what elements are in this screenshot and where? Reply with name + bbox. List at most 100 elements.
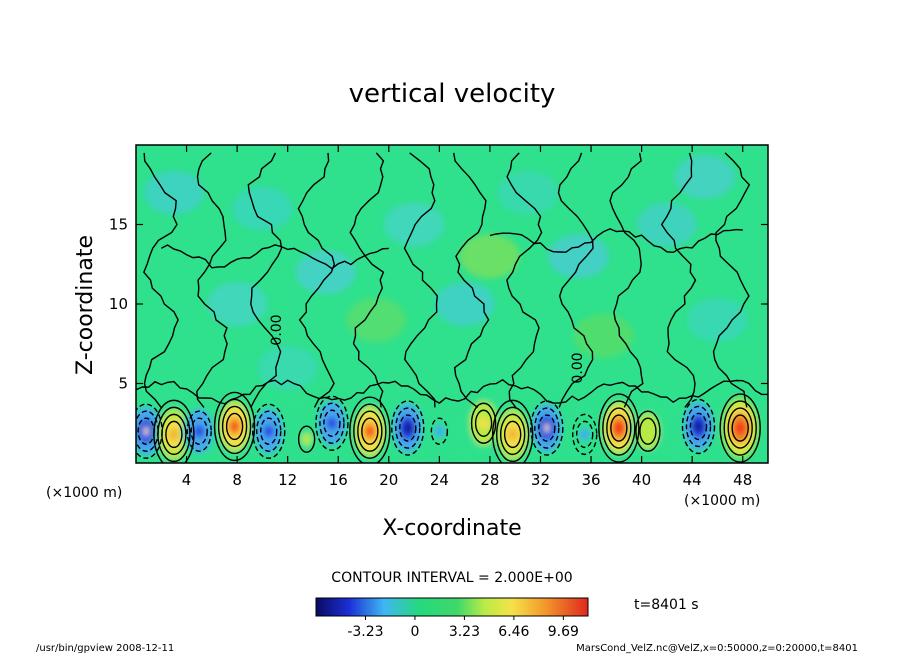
- zero-contour-5: [403, 152, 439, 408]
- heatmap-field: [136, 154, 759, 463]
- contour-1-1: [165, 420, 183, 449]
- contour-5-1: [297, 425, 316, 453]
- contour-15-2: [635, 410, 661, 452]
- cell-8-layer-0: [402, 422, 413, 435]
- cell-16-layer-0: [693, 420, 704, 433]
- field-patch-9: [346, 297, 407, 342]
- contour-12-3: [530, 400, 564, 456]
- chart-title: vertical velocity: [349, 79, 556, 109]
- contour-12-2: [534, 407, 560, 449]
- x-tick-label: 28: [480, 471, 499, 489]
- contour-4-2: [256, 410, 282, 452]
- cell-10-layer-0: [478, 417, 489, 430]
- y-tick-label: 5: [118, 375, 128, 393]
- zero-contour-11: [712, 152, 751, 408]
- contour-17-4: [719, 393, 761, 463]
- contour-3-2: [221, 405, 248, 448]
- contour-label-2: 0.00: [570, 352, 586, 383]
- contour-14-4: [598, 393, 640, 463]
- colorbar-ticks: -3.23 0 3.23 6.46 9.69: [347, 616, 579, 640]
- contour-6-2: [319, 402, 345, 444]
- field-patch-5: [497, 170, 558, 215]
- colorbar-tick-label: 0: [410, 624, 419, 640]
- contour-13-1: [576, 420, 594, 449]
- contour-4-1: [260, 417, 278, 445]
- contour-7-2: [357, 410, 383, 452]
- colorbar-tick-label: 9.69: [548, 624, 579, 640]
- zero-contour-8: [557, 152, 594, 408]
- zero-contour-7: [506, 152, 543, 408]
- contour-9-1: [430, 417, 449, 445]
- contour-11-1: [503, 420, 522, 449]
- contour-10-2: [470, 402, 497, 444]
- contour-17-2: [727, 407, 753, 449]
- x-tick-label: 24: [430, 471, 449, 489]
- x-tick-label: 32: [531, 471, 550, 489]
- x-tick-label: 40: [632, 471, 651, 489]
- contour-11-2: [499, 413, 526, 456]
- contour-8-1: [399, 414, 417, 442]
- contour-11-3: [495, 406, 530, 463]
- band-contour-0: [136, 378, 768, 405]
- y-axis-ticks: 5 10 15: [109, 216, 768, 393]
- contour-15-1: [639, 417, 657, 445]
- colorbar: [315, 597, 589, 617]
- zero-contour-0: [142, 152, 179, 408]
- contour-14-2: [606, 407, 632, 449]
- field-patch-13: [674, 154, 735, 199]
- contour-8-3: [391, 400, 425, 456]
- x-unit-left: (×1000 m): [46, 485, 122, 501]
- colorbar-tick-label: 6.46: [498, 624, 529, 640]
- contour-17-3: [723, 400, 757, 456]
- x-unit-right: (×1000 m): [684, 493, 760, 509]
- x-tick-label: 36: [581, 471, 600, 489]
- y-tick-label: 15: [109, 216, 128, 234]
- x-axis-ticks: 4 8 12 16 20 24 28 32 36 40 44 48: [182, 145, 752, 489]
- field-patch-8: [687, 297, 748, 342]
- cell-13-layer-0: [579, 428, 590, 441]
- contour-3-3: [217, 398, 252, 455]
- contour-label-1: 0.00: [269, 314, 285, 345]
- contour-2-1: [190, 417, 208, 445]
- contour-11-4: [491, 399, 534, 463]
- cell-core-3: [231, 421, 238, 432]
- contour-6-3: [315, 395, 349, 451]
- cell-6-layer-0: [326, 417, 337, 430]
- contour-3-4: [213, 391, 256, 462]
- x-tick-label: 12: [278, 471, 297, 489]
- cell-core-0: [144, 426, 149, 437]
- field-patch-3: [384, 202, 445, 247]
- time-label: t=8401 s: [634, 597, 699, 613]
- contour-lines: [136, 152, 768, 463]
- contour-12-1: [538, 414, 556, 442]
- contour-6-1: [323, 409, 341, 437]
- footer-right: MarsCond_VelZ.nc@VelZ,x=0:50000,z=0:2000…: [576, 643, 858, 654]
- zero-contour-4: [349, 152, 385, 408]
- contour-3-1: [225, 412, 244, 441]
- zero-contour-1: [196, 152, 228, 408]
- band-contour-2: [489, 228, 743, 254]
- cell-9-layer-0: [434, 425, 445, 438]
- zero-contour-9: [609, 152, 644, 408]
- field-patch-2: [295, 250, 356, 295]
- y-axis-label: Z-coordinate: [73, 235, 98, 375]
- footer-left: /usr/bin/gpview 2008-12-11: [36, 643, 174, 654]
- contour-16-3: [681, 398, 716, 455]
- field-patch-0: [143, 170, 204, 215]
- field-patch-1: [232, 186, 293, 231]
- x-axis-label: X-coordinate: [382, 516, 521, 541]
- contour-7-1: [361, 417, 379, 445]
- field-patch-11: [573, 313, 634, 358]
- zero-contour-10: [660, 152, 697, 408]
- cell-2-layer-0: [194, 425, 205, 438]
- cell-1-layer-0: [168, 428, 179, 441]
- cell-4-layer-0: [263, 425, 274, 438]
- contour-1-2: [161, 413, 187, 456]
- cell-5-layer-0: [301, 433, 312, 446]
- cell-11-layer-0: [507, 428, 518, 441]
- x-tick-label: 4: [182, 471, 192, 489]
- contour-7-3: [353, 403, 387, 459]
- contour-8-2: [395, 407, 421, 449]
- contour-interval-text: CONTOUR INTERVAL = 2.000E+00: [331, 570, 572, 586]
